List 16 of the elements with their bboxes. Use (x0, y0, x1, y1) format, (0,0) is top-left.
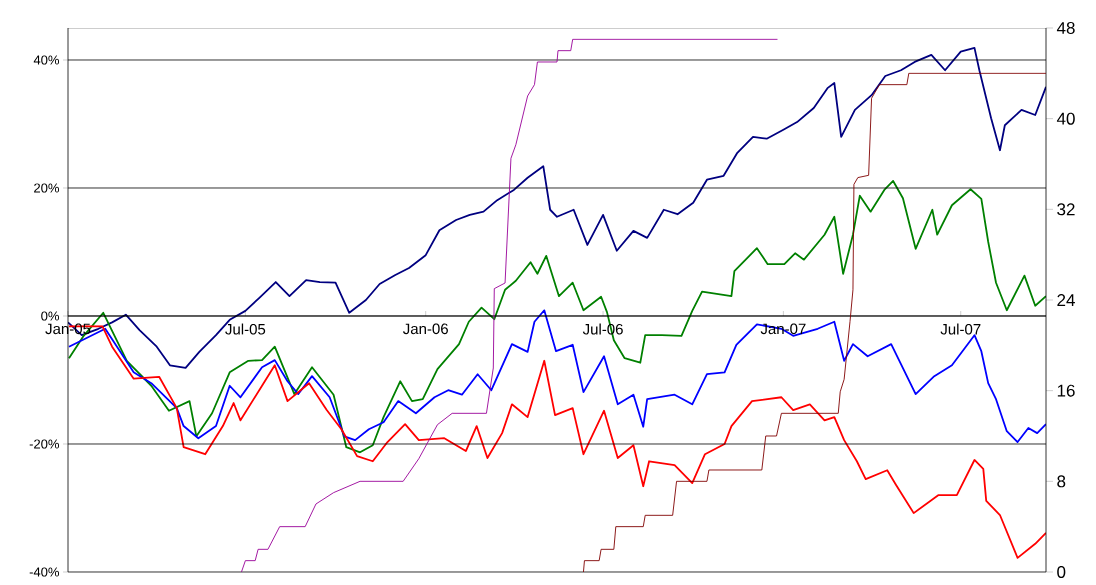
x-tick-label: Jul-05 (225, 323, 266, 335)
y2-tick-label: 0 (1057, 565, 1066, 579)
y2-tick-label: 24 (1057, 294, 1075, 306)
x-tick-label: Jan-06 (402, 323, 448, 335)
y2-tick-label: 16 (1057, 384, 1075, 397)
y2-tick-label: 8 (1057, 475, 1066, 488)
x-tick-label: Jul-07 (940, 323, 981, 335)
y2-tick-label: 48 (1056, 21, 1075, 35)
y-tick-label: -40% (29, 567, 60, 577)
y2-tick-label: 40 (1056, 112, 1075, 125)
y-tick-label: -20% (29, 439, 60, 449)
line-series (583, 72, 1047, 572)
y-tick-label: 40% (33, 55, 60, 65)
y2-tick-label: 32 (1057, 203, 1075, 216)
y-tick-label: 0% (41, 311, 60, 321)
y-tick-label: 20% (34, 183, 60, 193)
